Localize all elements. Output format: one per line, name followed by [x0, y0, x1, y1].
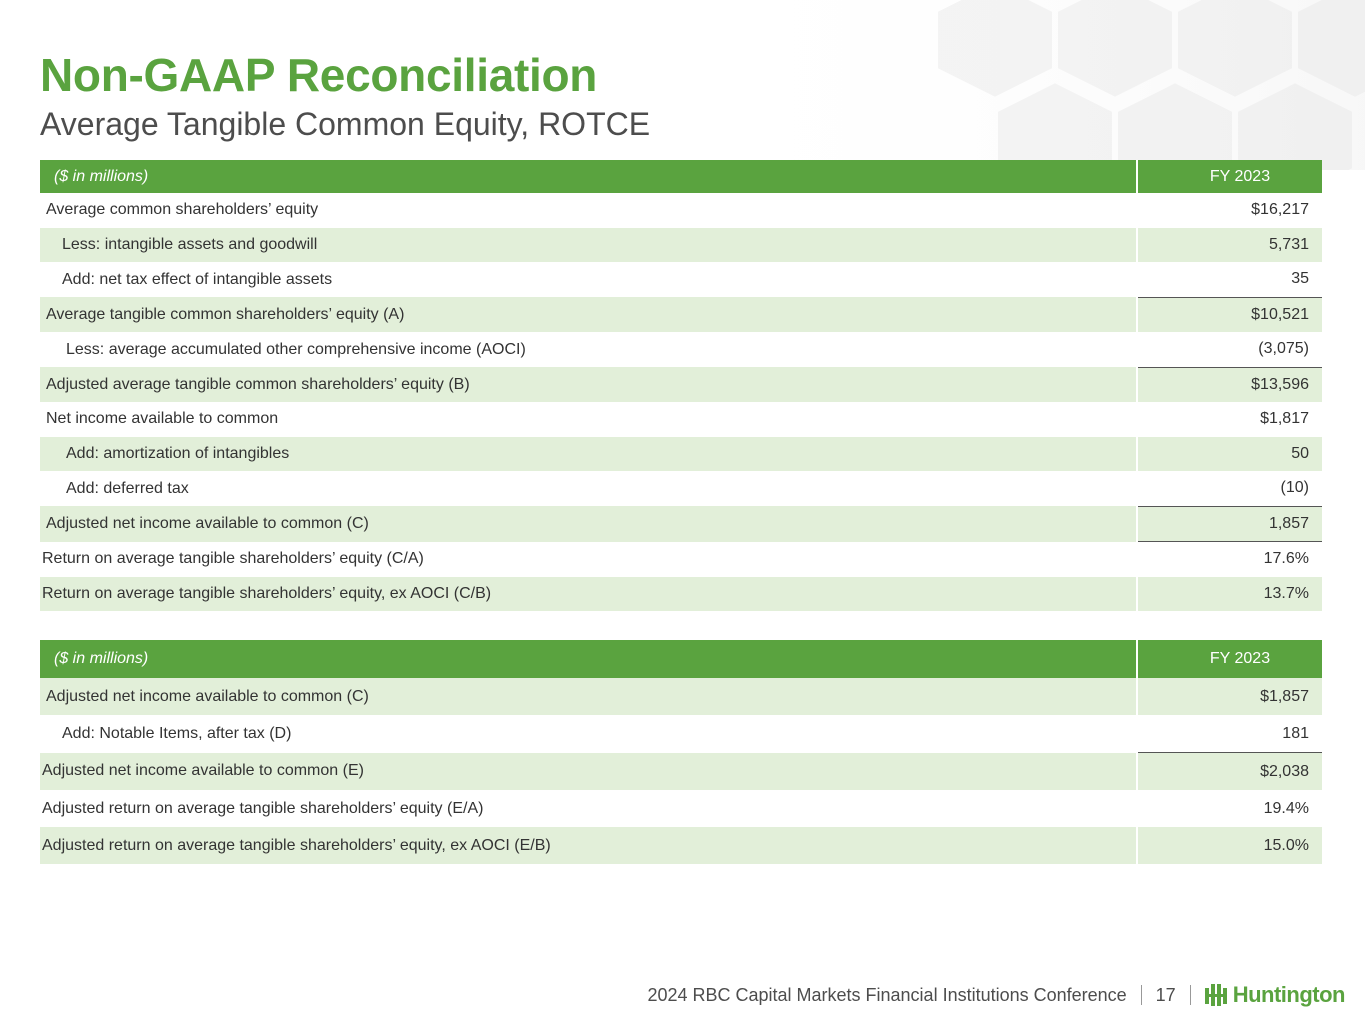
row-label: Return on average tangible shareholders’…	[42, 550, 424, 567]
adjusted-rotce-table: ($ in millions) FY 2023 Adjusted net inc…	[40, 640, 1322, 864]
row-value: 19.4%	[1136, 790, 1322, 827]
units-header: ($ in millions)	[40, 160, 1137, 193]
row-value: $1,857	[1136, 678, 1322, 715]
table-header-row: ($ in millions) FY 2023	[40, 160, 1322, 193]
units-header: ($ in millions)	[40, 640, 1137, 678]
huntington-logo: Huntington	[1204, 982, 1346, 1008]
huntington-logo-icon	[1204, 984, 1227, 1006]
row-value: 5,731	[1136, 227, 1322, 262]
row-label: Adjusted net income available to common …	[40, 678, 1137, 715]
table-row: Adjusted net income available to common …	[40, 505, 1322, 542]
table-row: Average tangible common shareholders’ eq…	[40, 296, 1322, 332]
table-row: Adjusted net income available to common …	[40, 678, 1322, 715]
logo-wordmark: Huntington	[1232, 982, 1346, 1007]
row-value: $10,521	[1136, 296, 1322, 332]
table-row: Add: amortization of intangibles 50	[40, 436, 1322, 471]
table-row: Add: deferred tax (10)	[40, 471, 1322, 506]
table-row: Add: net tax effect of intangible assets…	[40, 262, 1322, 297]
row-label: Return on average tangible shareholders’…	[40, 576, 1137, 611]
table-row: Average common shareholders’ equity $16,…	[40, 193, 1322, 228]
row-value: 181	[1136, 715, 1322, 753]
table-row: Add: Notable Items, after tax (D) 181	[40, 715, 1322, 753]
table-row: Net income available to common $1,817	[40, 402, 1322, 437]
row-value: $1,817	[1136, 402, 1322, 437]
footer: 2024 RBC Capital Markets Financial Insti…	[647, 980, 1345, 1010]
row-label: Add: amortization of intangibles	[40, 436, 1137, 471]
row-label: Less: average accumulated other comprehe…	[66, 340, 526, 358]
row-label: Adjusted net income available to common …	[40, 506, 1137, 542]
row-value: (10)	[1136, 471, 1322, 506]
atce-rotce-table: ($ in millions) FY 2023 Average common s…	[40, 160, 1322, 611]
fy-2023-header: FY 2023	[1136, 160, 1322, 193]
row-value: 15.0%	[1136, 827, 1322, 864]
row-label: Average common shareholders’ equity	[46, 201, 319, 219]
row-label: Less: intangible assets and goodwill	[40, 227, 1137, 262]
row-label: Adjusted return on average tangible shar…	[40, 827, 1137, 864]
conference-name: 2024 RBC Capital Markets Financial Insti…	[647, 984, 1127, 1005]
row-label: Adjusted return on average tangible shar…	[42, 799, 484, 817]
row-label: Average tangible common shareholders’ eq…	[40, 297, 1137, 332]
row-label: Adjusted net income available to common …	[40, 752, 1137, 790]
table-row: Adjusted average tangible common shareho…	[40, 366, 1322, 402]
footer-divider	[1140, 985, 1142, 1005]
row-value: $13,596	[1136, 366, 1322, 402]
row-value: (3,075)	[1136, 332, 1322, 367]
footer-divider	[1189, 985, 1191, 1005]
row-value: 13.7%	[1136, 576, 1322, 611]
row-value: 50	[1136, 436, 1322, 471]
table-row: Less: intangible assets and goodwill 5,7…	[40, 227, 1322, 262]
row-label: Add: deferred tax	[66, 479, 189, 497]
table-row: Adjusted return on average tangible shar…	[40, 790, 1322, 827]
page-title: Non-GAAP Reconciliation	[40, 49, 598, 101]
row-label: Add: net tax effect of intangible assets	[62, 270, 333, 288]
row-value: $2,038	[1136, 752, 1322, 790]
fy-2023-header: FY 2023	[1136, 640, 1322, 678]
row-label: Net income available to common	[46, 410, 279, 428]
table-row: Less: average accumulated other comprehe…	[40, 332, 1322, 367]
row-value: 1,857	[1136, 505, 1322, 542]
table-header-row: ($ in millions) FY 2023	[40, 640, 1322, 678]
row-label: Adjusted average tangible common shareho…	[40, 367, 1137, 402]
table-row: Return on average tangible shareholders’…	[40, 576, 1322, 611]
row-value: $16,217	[1136, 193, 1322, 228]
row-value: 35	[1136, 262, 1322, 297]
row-label: Add: Notable Items, after tax (D)	[62, 724, 292, 742]
page-number: 17	[1155, 984, 1176, 1005]
row-value: 17.6%	[1136, 541, 1322, 577]
table-row: Return on average tangible shareholders’…	[40, 541, 1322, 577]
hexagon-background-pattern	[665, 0, 1365, 170]
page-subtitle: Average Tangible Common Equity, ROTCE	[40, 106, 651, 142]
table-row: Adjusted net income available to common …	[40, 752, 1322, 790]
table-row: Adjusted return on average tangible shar…	[40, 827, 1322, 864]
